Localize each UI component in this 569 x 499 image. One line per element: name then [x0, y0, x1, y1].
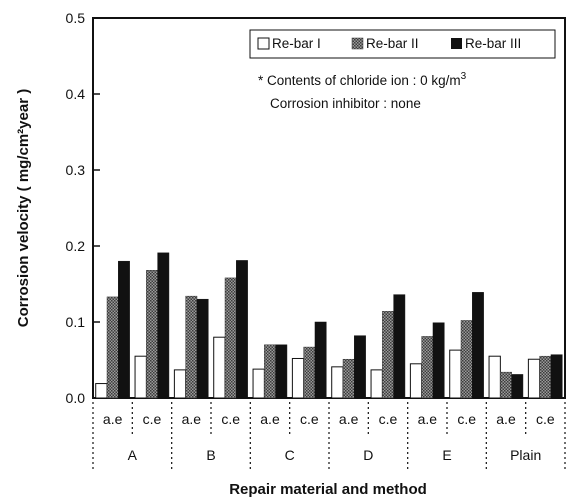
x-group-label: A — [128, 447, 138, 463]
bar-2-a-a-e — [106, 296, 119, 399]
x-subgroup-label: c.e — [221, 411, 240, 427]
legend-label-rebar-1: Re-bar I — [272, 36, 321, 51]
bar-3-c-a-e — [275, 344, 288, 399]
bar-3-d-c-e — [393, 294, 406, 399]
x-subgroup-label: a.e — [260, 411, 280, 427]
x-subgroup-label: c.e — [300, 411, 319, 427]
bar-1-c-c-e — [291, 357, 305, 399]
bar-1-d-a-e — [331, 366, 344, 399]
legend-swatch-rebar-1 — [257, 37, 270, 50]
y-axis: 0.0 0.1 0.2 0.3 0.4 0.5 — [66, 10, 100, 406]
bar-3-e-c-e — [472, 292, 484, 399]
bar-3-a-a-e — [118, 260, 130, 399]
x-subgroup-label: a.e — [418, 411, 438, 427]
legend: Re-bar I Re-bar II Re-bar III — [249, 29, 556, 59]
bar-3-d-a-e — [354, 335, 366, 399]
bar-2-a-c-e — [146, 270, 158, 399]
bar-3-c-c-e — [314, 321, 327, 399]
bar-1-c-a-e — [252, 368, 265, 399]
x-subgroup-label: a.e — [496, 411, 516, 427]
bar-1-b-c-e — [213, 336, 226, 399]
bar-3-b-a-e — [196, 298, 209, 399]
legend-label-rebar-3: Re-bar III — [465, 36, 521, 51]
legend-label-rebar-2: Re-bar II — [366, 36, 419, 51]
x-subgroup-label: a.e — [339, 411, 359, 427]
legend-box — [249, 29, 556, 59]
y-tick-label: 0.4 — [66, 86, 86, 102]
legend-swatch-rebar-2 — [351, 37, 364, 50]
plot-frame — [92, 17, 566, 399]
x-axis: a.e c.e a.e c.e a.e c.e a.e c.e a.e c.e a.e c.e A B C D… — [92, 402, 566, 470]
bar-3-plain-c-e — [550, 354, 563, 399]
bar-2-c-c-e — [303, 346, 316, 399]
x-subgroup-label: c.e — [536, 411, 555, 427]
y-tick-label: 0.5 — [66, 10, 86, 26]
x-group-label: D — [363, 447, 373, 463]
bar-1-e-a-e — [409, 363, 423, 399]
x-group-label: C — [285, 447, 295, 463]
bar-1-b-a-e — [173, 369, 187, 399]
bar-2-b-c-e — [224, 277, 237, 399]
bar-3-plain-a-e — [511, 374, 524, 399]
x-subgroup-label: c.e — [457, 411, 476, 427]
annotation-chloride: * Contents of chloride ion : 0 kg/m3 — [258, 71, 467, 88]
bar-1-d-c-e — [370, 369, 383, 399]
bar-1-a-c-e — [134, 355, 147, 399]
bar-2-d-a-e — [342, 358, 355, 399]
bar-2-c-a-e — [264, 344, 276, 399]
bar-1-plain-c-e — [527, 358, 541, 399]
x-subgroup-label: a.e — [103, 411, 123, 427]
x-subgroup-label: c.e — [379, 411, 398, 427]
y-tick-label: 0.3 — [66, 162, 86, 178]
x-group-label: Plain — [510, 447, 541, 463]
x-subgroup-label: c.e — [143, 411, 162, 427]
x-group-label: B — [206, 447, 215, 463]
bar-2-plain-a-e — [500, 371, 512, 399]
bar-series — [95, 252, 563, 399]
bar-3-b-c-e — [236, 260, 248, 399]
x-axis-title: Repair material and method — [229, 481, 427, 498]
bar-2-plain-c-e — [539, 355, 552, 399]
y-axis-title: Corrosion velocity ( mg/cm²year ) — [15, 89, 32, 327]
bar-2-b-a-e — [185, 295, 198, 399]
bar-3-e-a-e — [432, 322, 445, 399]
bar-2-e-c-e — [460, 320, 473, 399]
legend-swatch-rebar-3 — [451, 38, 462, 49]
bar-1-plain-a-e — [488, 355, 501, 399]
x-subgroup-label: a.e — [182, 411, 202, 427]
bar-2-d-c-e — [382, 311, 394, 399]
annotation-inhibitor: Corrosion inhibitor : none — [270, 96, 421, 111]
x-group-label: E — [442, 447, 451, 463]
y-tick-label: 0.1 — [66, 314, 86, 330]
bar-2-e-a-e — [421, 336, 434, 399]
bar-1-a-a-e — [95, 383, 108, 399]
y-tick-label: 0.0 — [66, 390, 86, 406]
bar-1-e-c-e — [449, 349, 462, 399]
bar-3-a-c-e — [157, 252, 170, 399]
y-tick-label: 0.2 — [66, 238, 86, 254]
